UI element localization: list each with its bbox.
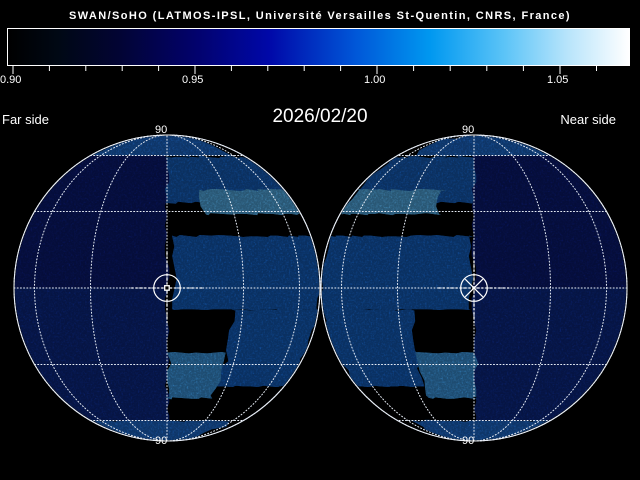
svg-text:90: 90	[462, 124, 474, 136]
svg-text:90: 90	[155, 124, 167, 136]
svg-text:90: 90	[462, 435, 474, 447]
svg-text:90: 90	[155, 435, 167, 447]
